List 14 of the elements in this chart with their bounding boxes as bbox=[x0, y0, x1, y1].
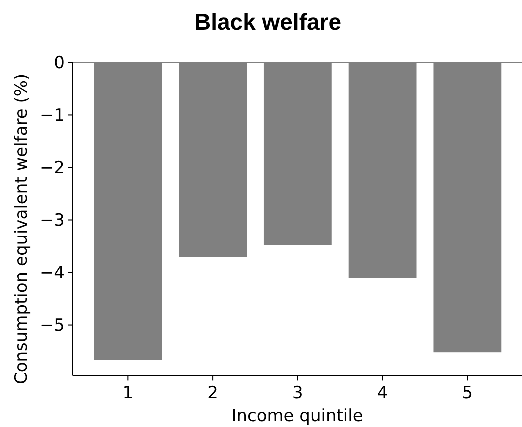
x-tick-label: 5 bbox=[462, 384, 474, 404]
y-axis-title: Consumption equivalent welfare (%) bbox=[12, 74, 32, 385]
y-tick-label: −1 bbox=[40, 106, 65, 126]
x-tick-label: 2 bbox=[208, 384, 218, 404]
y-tick-label: 0 bbox=[54, 54, 65, 74]
x-tick-label: 3 bbox=[292, 384, 304, 404]
y-tick-label: −2 bbox=[40, 158, 65, 179]
x-axis-title: Income quintile bbox=[232, 406, 364, 427]
x-tick-label: 4 bbox=[377, 384, 388, 404]
y-tick-label: −3 bbox=[40, 211, 65, 232]
y-tick-label: −5 bbox=[40, 316, 65, 336]
chart-title: Black welfare bbox=[194, 9, 342, 35]
x-tick-label: 1 bbox=[122, 384, 134, 404]
y-tick-label: −4 bbox=[40, 264, 65, 284]
